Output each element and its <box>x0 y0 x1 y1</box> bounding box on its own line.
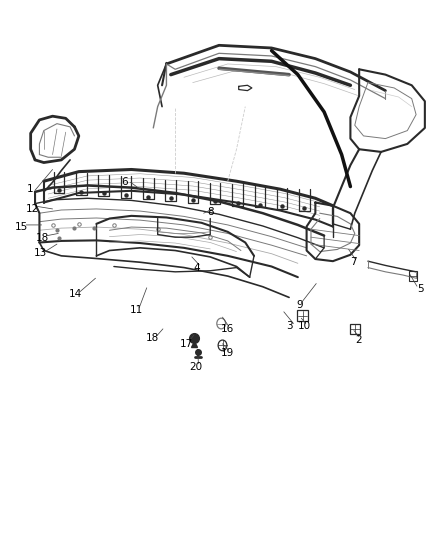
Text: 17: 17 <box>180 339 193 349</box>
Text: 3: 3 <box>286 321 293 331</box>
Text: 9: 9 <box>297 300 304 310</box>
Text: 18: 18 <box>36 233 49 243</box>
Text: 6: 6 <box>121 177 128 187</box>
Text: 8: 8 <box>207 207 214 216</box>
Text: 5: 5 <box>417 284 424 294</box>
Text: 20: 20 <box>190 362 203 372</box>
Text: 16: 16 <box>221 324 234 334</box>
Text: 13: 13 <box>34 248 47 258</box>
Text: 14: 14 <box>69 289 82 299</box>
FancyBboxPatch shape <box>297 310 308 321</box>
Text: 7: 7 <box>350 257 357 267</box>
Text: 12: 12 <box>25 204 39 214</box>
Text: 1: 1 <box>26 184 33 194</box>
Text: 18: 18 <box>146 334 159 343</box>
Text: 4: 4 <box>194 263 201 272</box>
Text: 11: 11 <box>130 305 143 315</box>
Text: 19: 19 <box>221 348 234 358</box>
FancyBboxPatch shape <box>350 324 360 334</box>
Text: 10: 10 <box>298 321 311 331</box>
Text: 15: 15 <box>14 222 28 231</box>
FancyBboxPatch shape <box>409 271 417 281</box>
Text: 2: 2 <box>355 335 362 344</box>
